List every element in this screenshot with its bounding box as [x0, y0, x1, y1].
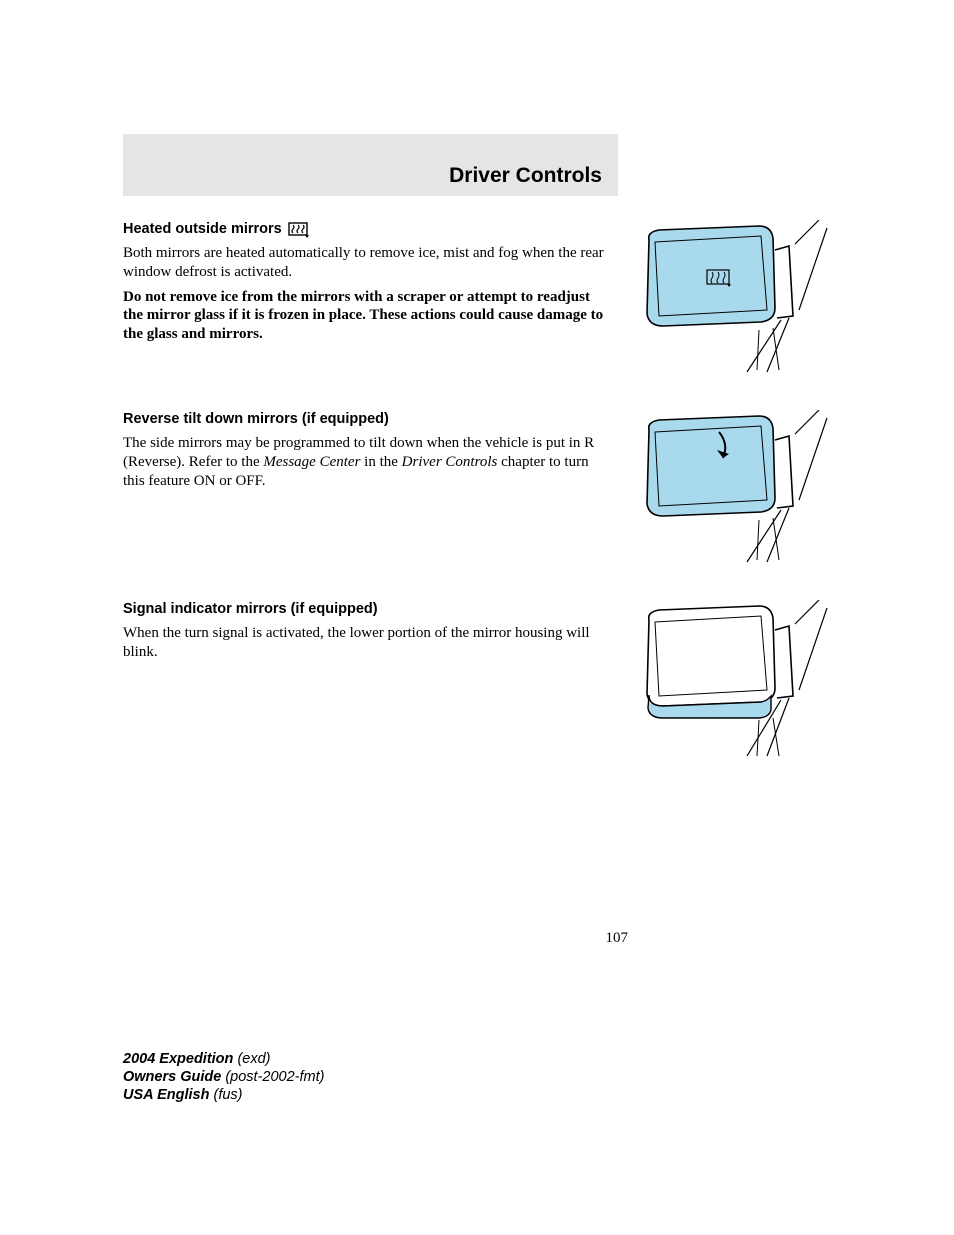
chapter-header: Driver Controls — [123, 134, 618, 196]
section-text: Heated outside mirrors Both mirrors are … — [123, 220, 609, 382]
para: The side mirrors may be programmed to ti… — [123, 434, 609, 490]
section-heated-mirrors: Heated outside mirrors Both mirrors are … — [123, 220, 834, 382]
chapter-title: Driver Controls — [449, 164, 602, 188]
para: Both mirrors are heated automatically to… — [123, 244, 609, 282]
footer-line-1: 2004 Expedition (exd) — [123, 1050, 324, 1068]
para: When the turn signal is activated, the l… — [123, 624, 609, 662]
heading-text: Heated outside mirrors — [123, 220, 282, 238]
section-signal-mirror: Signal indicator mirrors (if equipped) W… — [123, 600, 834, 762]
figure-signal-mirror — [629, 600, 834, 762]
section-heading: Signal indicator mirrors (if equipped) — [123, 600, 609, 618]
section-reverse-tilt: Reverse tilt down mirrors (if equipped) … — [123, 410, 834, 572]
figure-tilt-mirror — [629, 410, 834, 572]
figure-heated-mirror — [629, 220, 834, 382]
section-heading: Heated outside mirrors — [123, 220, 609, 238]
footer: 2004 Expedition (exd) Owners Guide (post… — [123, 1050, 324, 1104]
footer-line-3: USA English (fus) — [123, 1086, 324, 1104]
section-text: Reverse tilt down mirrors (if equipped) … — [123, 410, 609, 572]
heading-text: Reverse tilt down mirrors (if equipped) — [123, 410, 389, 428]
section-heading: Reverse tilt down mirrors (if equipped) — [123, 410, 609, 428]
heading-text: Signal indicator mirrors (if equipped) — [123, 600, 378, 618]
para-bold: Do not remove ice from the mirrors with … — [123, 288, 609, 344]
footer-line-2: Owners Guide (post-2002-fmt) — [123, 1068, 324, 1086]
page-number: 107 — [606, 930, 629, 947]
rear-defrost-icon — [288, 220, 310, 238]
section-text: Signal indicator mirrors (if equipped) W… — [123, 600, 609, 762]
